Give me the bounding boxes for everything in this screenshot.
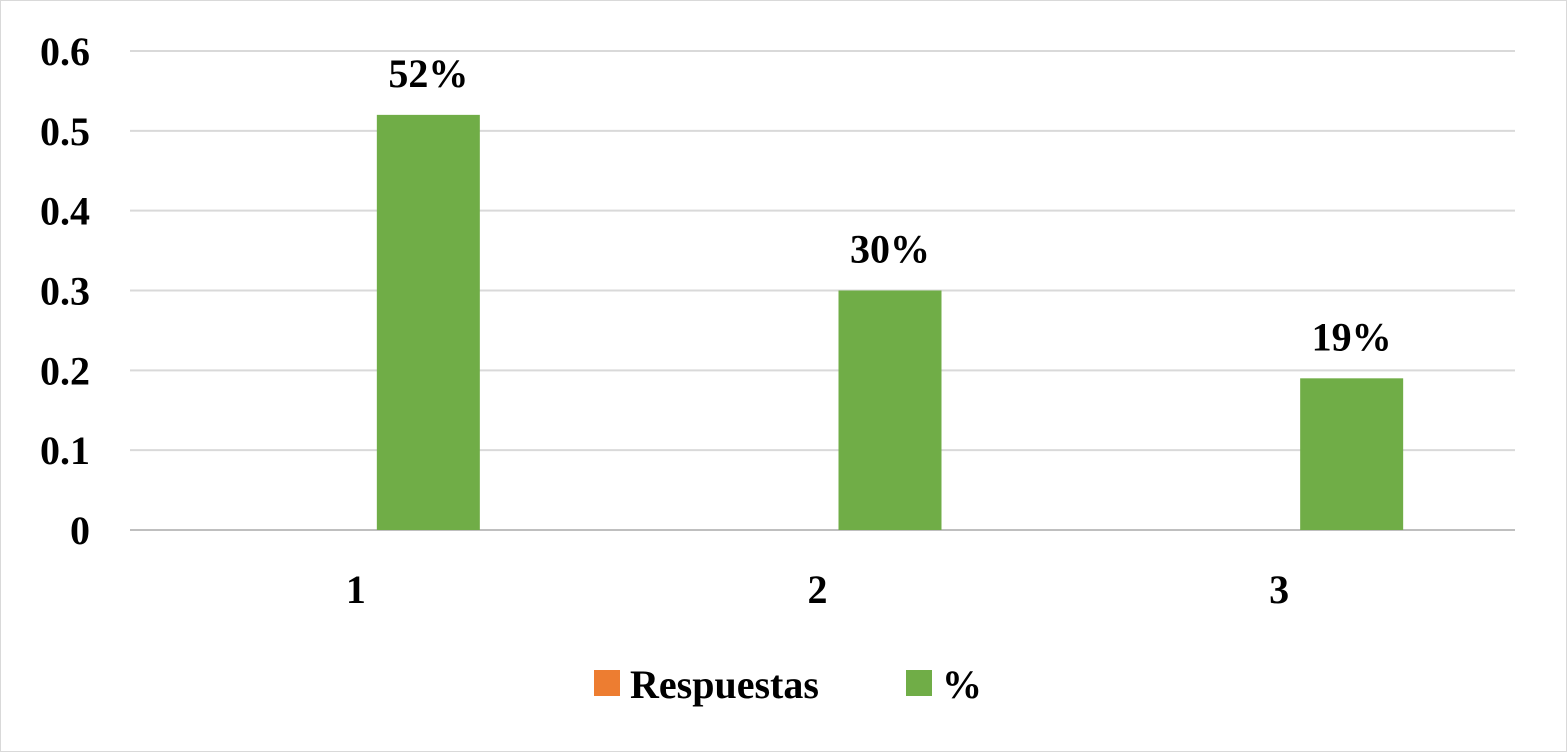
data-label-1: 52% <box>388 51 468 96</box>
legend-label-percent: % <box>942 662 982 707</box>
x-tick-label-3: 3 <box>1269 567 1289 612</box>
y-axis: 0 0.1 0.2 0.3 0.4 0.5 0.6 <box>40 29 90 553</box>
legend-swatch-respuestas <box>594 670 620 696</box>
bars <box>376 114 1404 530</box>
gridlines <box>130 50 1515 531</box>
data-label-2: 30% <box>850 227 930 272</box>
bar-2 <box>838 290 942 530</box>
bar-3 <box>1300 378 1404 530</box>
x-tick-label-1: 1 <box>346 567 366 612</box>
x-tick-label-2: 2 <box>808 567 828 612</box>
y-tick-label: 0 <box>70 508 90 553</box>
legend-swatch-percent <box>906 670 932 696</box>
y-tick-label: 0.2 <box>40 348 90 393</box>
legend-label-respuestas: Respuestas <box>630 662 819 707</box>
y-tick-label: 0.1 <box>40 428 90 473</box>
data-label-3: 19% <box>1312 314 1392 359</box>
y-tick-label: 0.4 <box>40 189 90 234</box>
x-axis: 1 2 3 <box>346 567 1289 612</box>
legend: Respuestas % <box>594 662 982 707</box>
y-tick-label: 0.3 <box>40 269 90 314</box>
y-tick-label: 0.6 <box>40 29 90 74</box>
data-labels: 52% 30% 19% <box>388 51 1391 359</box>
y-tick-label: 0.5 <box>40 109 90 154</box>
bar-1 <box>376 114 480 530</box>
